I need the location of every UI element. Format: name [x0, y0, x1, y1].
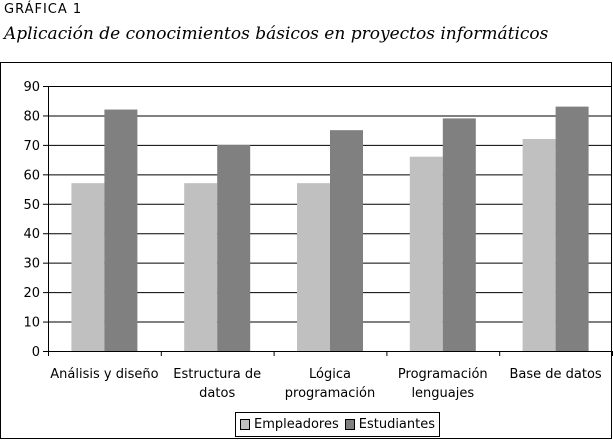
legend-label-empleadores: Empleadores: [254, 417, 339, 432]
bar-empleadores-3: [409, 156, 443, 351]
x-category-label: programación: [285, 386, 375, 401]
x-category-label: datos: [199, 386, 235, 401]
bar-estudiantes-1: [217, 144, 251, 351]
x-category-label: Análisis y diseño: [50, 367, 158, 382]
y-tick-label: 40: [23, 227, 40, 242]
x-category-label: Base de datos: [509, 367, 601, 382]
y-tick-label: 50: [23, 198, 40, 213]
bar-estudiantes-0: [104, 109, 138, 351]
figure-label: GRÁFICA 1: [4, 2, 83, 17]
bar-estudiantes-3: [442, 118, 476, 351]
y-tick-label: 30: [23, 257, 40, 272]
legend-item-empleadores: Empleadores: [240, 417, 339, 432]
y-tick-label: 80: [23, 109, 40, 124]
legend-item-estudiantes: Estudiantes: [344, 417, 436, 432]
x-category-label: Lógica: [309, 367, 351, 382]
y-tick-label: 20: [23, 286, 40, 301]
y-tick-label: 10: [23, 316, 40, 331]
y-tick-label: 90: [23, 80, 40, 95]
x-category-label: Estructura de: [173, 367, 261, 382]
legend-label-estudiantes: Estudiantes: [358, 417, 436, 432]
bar-empleadores-2: [297, 183, 330, 351]
x-category-label: Programación: [398, 367, 488, 382]
figure-title: Aplicación de conocimientos básicos en p…: [4, 24, 549, 44]
bar-empleadores-4: [522, 139, 556, 351]
chart-frame: [0, 62, 612, 439]
y-tick-label: 0: [32, 345, 40, 360]
bar-empleadores-0: [71, 183, 105, 351]
bar-empleadores-1: [184, 183, 218, 351]
bar-estudiantes-2: [330, 130, 363, 351]
bar-estudiantes-4: [555, 106, 589, 351]
y-tick-label: 60: [23, 168, 40, 183]
y-tick-label: 70: [23, 139, 40, 154]
x-category-label: lenguajes: [411, 386, 474, 401]
legend-swatch-estudiantes: [344, 419, 355, 430]
legend: Empleadores Estudiantes: [235, 412, 441, 437]
legend-swatch-empleadores: [240, 419, 250, 430]
